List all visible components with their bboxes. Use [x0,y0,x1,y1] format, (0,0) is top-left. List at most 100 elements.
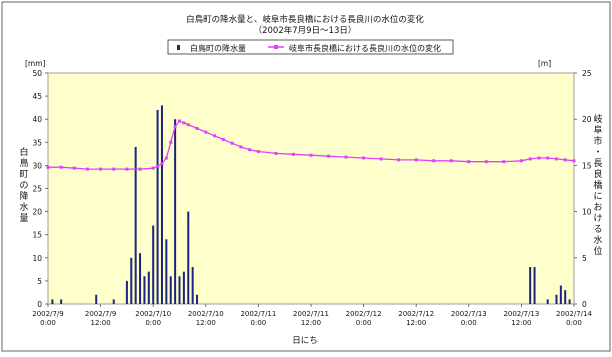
x-tick-label-date: 2002/7/12 [346,310,382,318]
left-axis-title-char: 鳥 [19,157,28,169]
rainfall-bar [134,146,137,304]
x-tick-label-date: 2002/7/10 [135,310,171,318]
water-level-point [46,165,50,169]
left-axis-title-char: の [19,181,28,191]
water-level-point [309,153,313,157]
water-level-point [528,157,532,161]
plot-area [47,72,575,305]
x-axis-ticks: 2002/7/90:002002/7/912:002002/7/100:0020… [32,304,592,327]
right-axis-title-char: に [593,191,602,202]
water-level-point [274,151,278,155]
rainfall-bar [160,105,163,304]
x-tick-label-date: 2002/7/14 [556,310,592,318]
rainfall-bar [169,276,172,304]
right-tick-label: 0 [582,300,587,309]
right-axis-title-char: 岐 [593,113,602,125]
water-level-point [239,145,243,149]
left-tick-label: 15 [32,231,42,240]
water-level-point [248,148,252,152]
x-tick-label-time: 0:00 [145,319,161,327]
right-axis-title-char: 長 [593,158,602,169]
water-level-point [327,154,331,158]
rainfall-bar [152,225,155,304]
rainfall-bar [529,267,532,304]
x-tick-label-time: 12:00 [196,319,216,327]
water-level-point [449,159,453,163]
chart-subtitle: （2002年7月9日～13日） [254,25,357,36]
right-tick-label: 25 [582,69,592,78]
water-level-point [221,138,225,142]
water-level-point [344,155,348,159]
water-level-point [379,157,383,161]
left-tick-label: 20 [32,208,42,217]
water-level-point [563,158,567,162]
water-level-point [85,167,89,171]
chart-title: 白鳥町の降水量と、岐阜市長良橋における長良川の水位の変化 [186,14,424,25]
x-tick-label-time: 12:00 [301,319,321,327]
x-tick-label-time: 0:00 [40,319,56,327]
legend-line-marker [274,45,278,49]
water-level-point [537,156,541,160]
rainfall-bar [60,299,63,304]
right-axis-title-char: 橋 [593,179,602,191]
water-level-point [467,160,471,164]
right-axis-title-char: 位 [593,245,602,257]
water-level-point [256,150,260,154]
right-axis-ticks: 0 5 10 15 20 25 [574,69,592,309]
water-level-point [502,160,506,164]
rainfall-bar [555,294,558,304]
rainfall-bar [130,257,133,304]
water-level-point [397,158,401,162]
left-tick-label: 25 [32,185,42,194]
rainfall-bar [546,299,549,304]
water-level-point [164,156,168,160]
water-level-point [59,165,63,169]
water-level-point [138,167,142,171]
rainfall-bar [178,276,181,304]
x-tick-label-time: 12:00 [91,319,111,327]
water-level-point [178,119,181,123]
water-level-point [554,157,558,161]
x-axis-title: 日にち [292,336,318,346]
rainfall-bar [139,253,142,304]
right-axis-title-char: 市 [593,135,602,147]
left-tick-label: 0 [37,300,42,309]
water-level-series [46,119,576,171]
left-tick-label: 30 [32,161,42,170]
x-tick-label-date: 2002/7/13 [451,310,487,318]
rainfall-bar [174,119,177,304]
right-axis-title-char: け [593,213,602,224]
water-level-point [182,121,186,125]
right-axis-title-char: 阜 [593,124,602,136]
rainfall-bar [51,299,54,304]
water-level-point [546,156,550,160]
legend-bar-label: 白鳥町の降水量 [190,43,246,53]
water-level-point [169,140,173,144]
right-axis-title-char: 水 [593,234,602,246]
rainfall-bar [143,276,146,304]
x-tick-label-date: 2002/7/11 [293,310,329,318]
water-level-point [362,156,366,160]
left-axis-title-char: 水 [19,201,28,213]
rainfall-bar [112,299,115,304]
x-tick-label-time: 0:00 [461,319,477,327]
water-level-point [484,160,488,164]
x-tick-label-date: 2002/7/13 [503,310,539,318]
left-axis-title-char: 白 [19,146,28,158]
right-axis-title-char: る [593,224,602,235]
rainfall-bar [156,109,159,305]
rainfall-bar [559,285,562,304]
right-axis-title-char: お [593,202,602,213]
left-unit-label: [mm] [25,59,46,68]
water-level-point [160,162,164,166]
water-level-point [112,167,116,171]
x-tick-label-date: 2002/7/10 [188,310,224,318]
rainfall-bars [51,105,571,305]
rainfall-bar [125,280,128,304]
water-level-point [173,125,177,129]
rainfall-bar [533,267,536,304]
x-tick-label-date: 2002/7/11 [240,310,276,318]
x-tick-label-date: 2002/7/9 [32,310,63,318]
left-axis-ticks: 0 5 10 15 20 25 30 35 40 45 50 [32,69,48,309]
